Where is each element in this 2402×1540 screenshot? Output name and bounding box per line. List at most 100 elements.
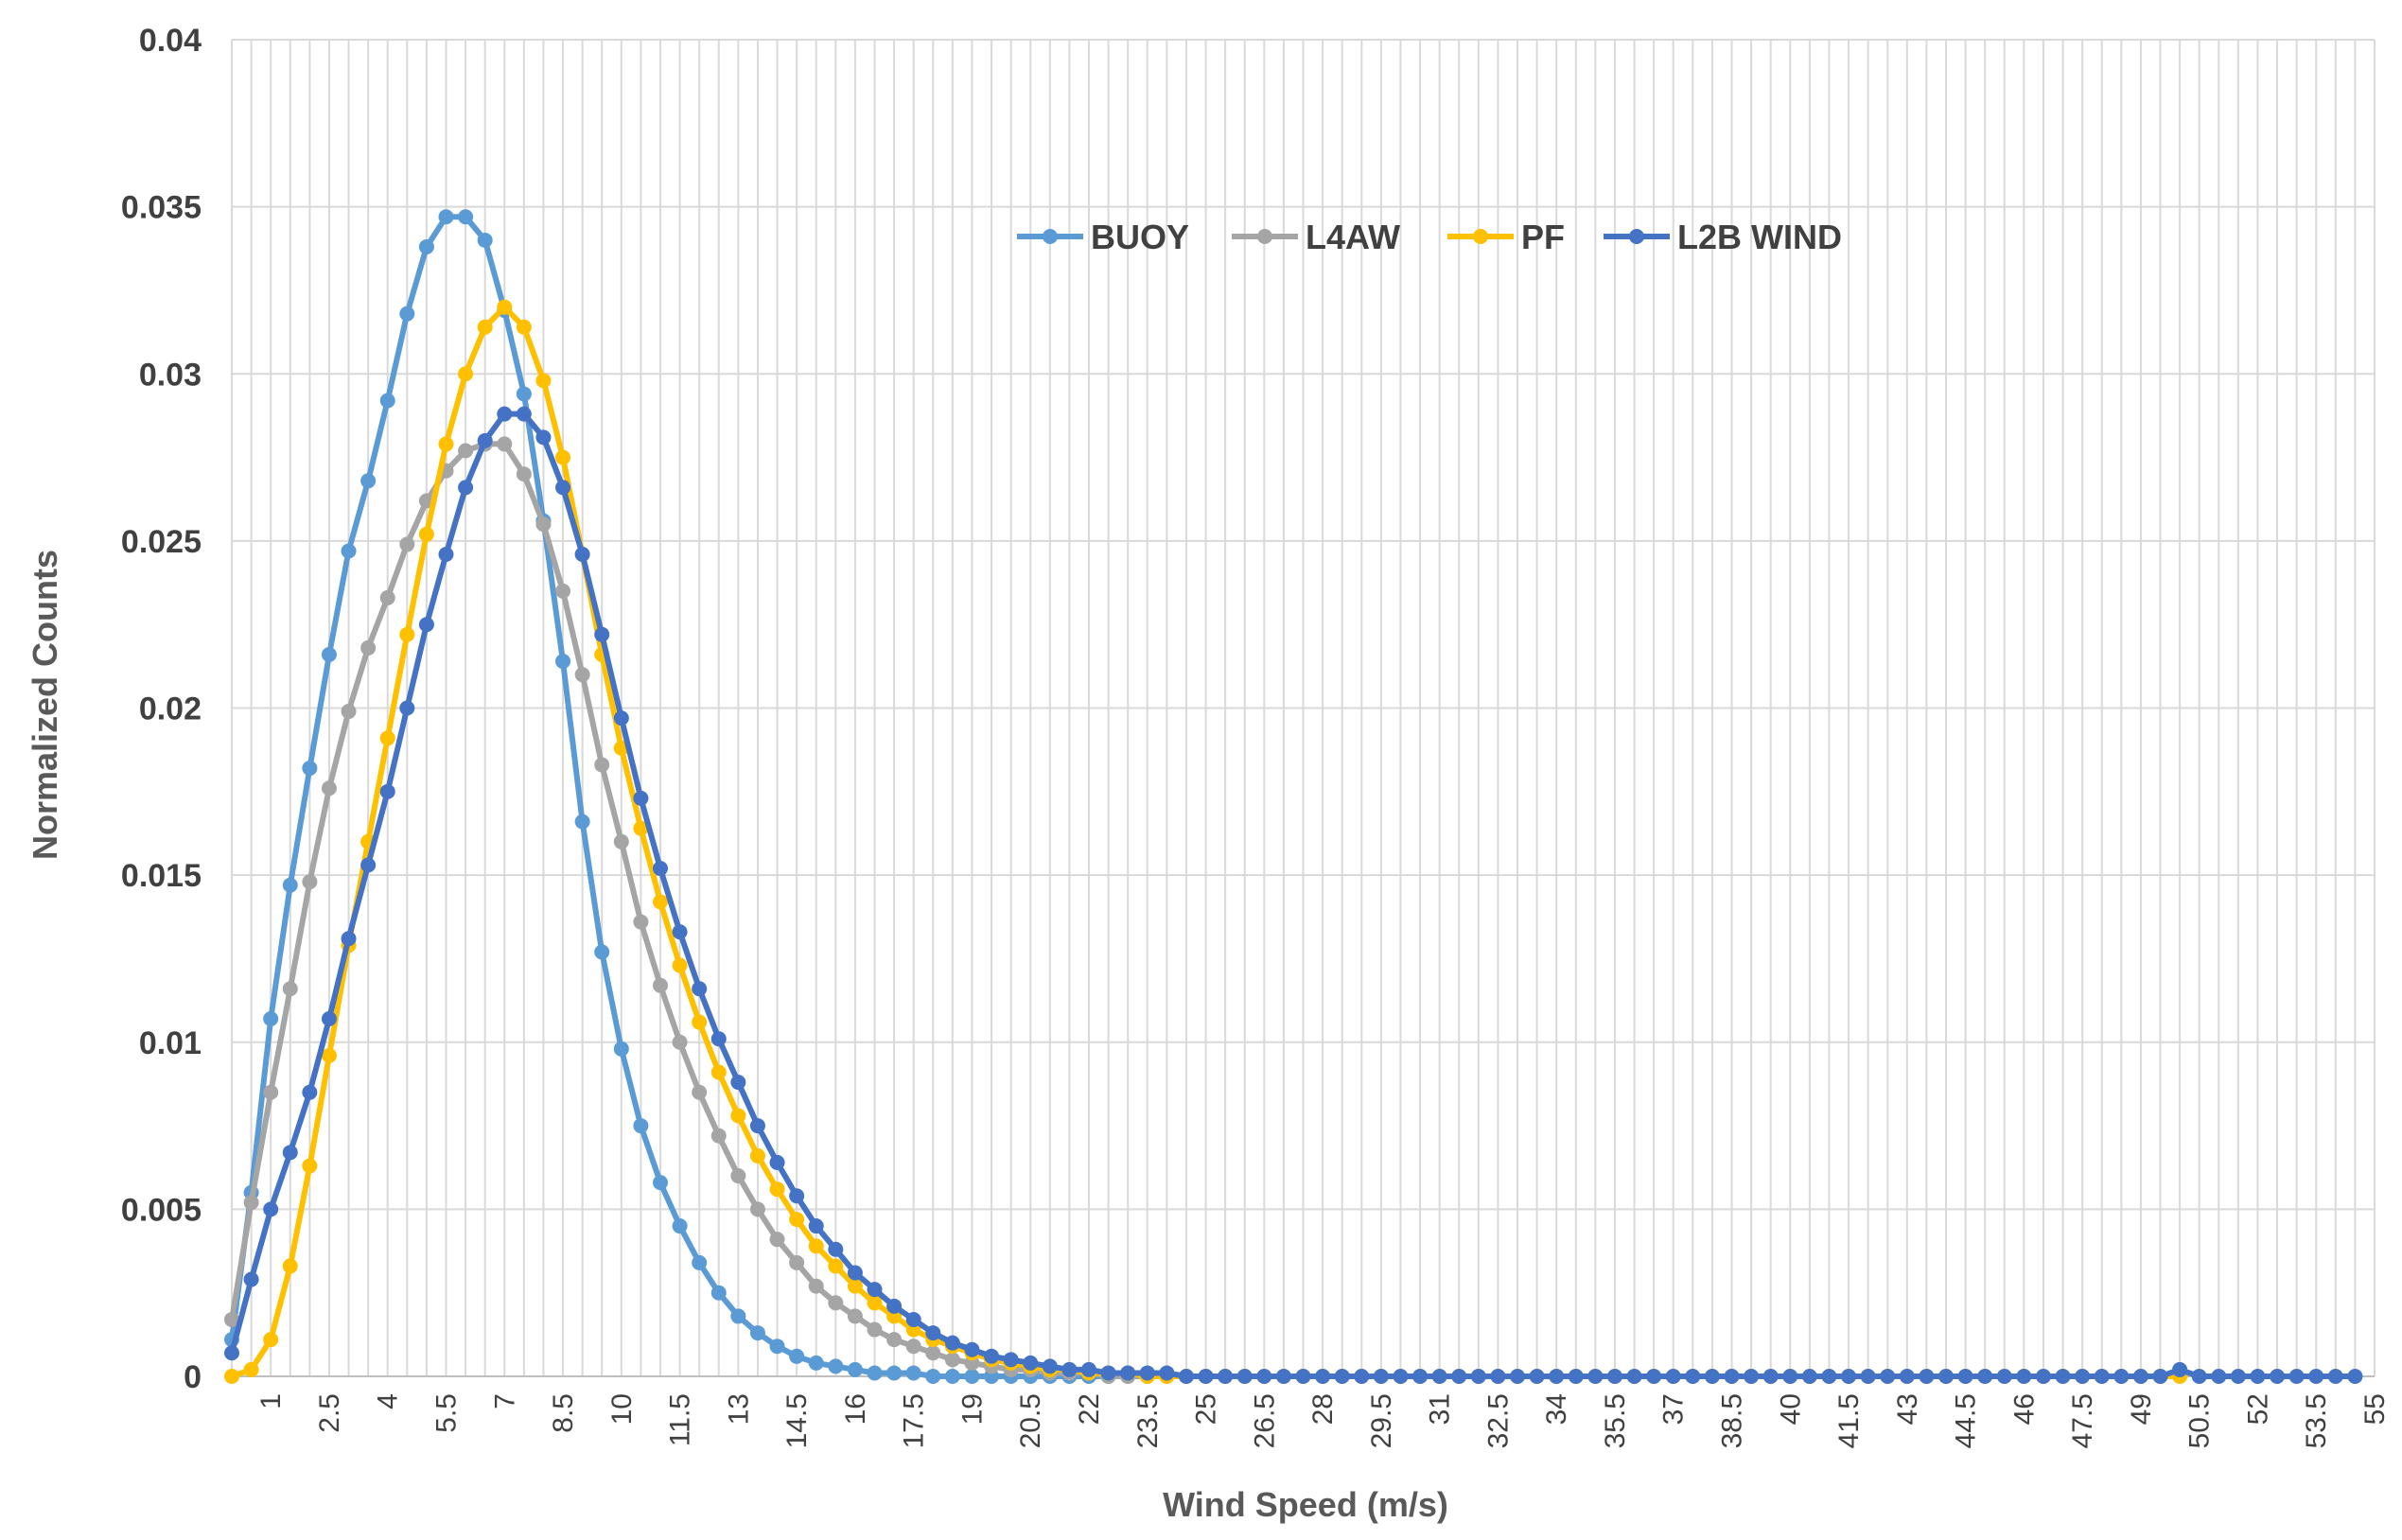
data-point bbox=[1159, 1365, 1175, 1381]
legend: BUOY L4AW PF L2B WIND bbox=[1017, 218, 1842, 256]
data-point bbox=[302, 1084, 318, 1100]
legend-swatch-marker bbox=[1629, 229, 1644, 244]
data-point bbox=[672, 924, 688, 940]
data-point bbox=[613, 710, 629, 726]
data-point bbox=[1685, 1369, 1701, 1384]
data-point bbox=[730, 1168, 746, 1184]
data-point bbox=[710, 1064, 727, 1080]
data-point bbox=[613, 1041, 629, 1057]
x-tick-label: 17.5 bbox=[899, 1393, 930, 1448]
data-point bbox=[1782, 1369, 1798, 1384]
y-axis-title: Normalized Counts bbox=[26, 550, 64, 860]
y-tick-label: 0 bbox=[184, 1359, 202, 1395]
data-point bbox=[1860, 1369, 1876, 1384]
data-point bbox=[828, 1295, 844, 1311]
data-point bbox=[1724, 1369, 1740, 1384]
data-point bbox=[730, 1108, 746, 1124]
data-point bbox=[710, 1031, 727, 1047]
data-point bbox=[243, 1271, 259, 1287]
data-point bbox=[2270, 1369, 2286, 1384]
data-point bbox=[321, 646, 337, 662]
data-point bbox=[321, 780, 337, 796]
data-point bbox=[594, 757, 610, 773]
y-tick-label: 0.005 bbox=[121, 1192, 202, 1228]
x-tick-label: 32.5 bbox=[1482, 1393, 1514, 1448]
data-point bbox=[458, 480, 474, 496]
data-point bbox=[379, 393, 395, 409]
data-point bbox=[749, 1325, 765, 1341]
data-point bbox=[1373, 1369, 1389, 1384]
data-point bbox=[282, 1258, 298, 1274]
x-tick-label: 40 bbox=[1775, 1393, 1806, 1425]
data-point bbox=[867, 1321, 883, 1338]
data-point bbox=[828, 1258, 844, 1274]
data-point bbox=[633, 820, 649, 836]
x-tick-label: 55 bbox=[2359, 1393, 2391, 1425]
data-point bbox=[399, 626, 415, 642]
data-point bbox=[535, 429, 552, 446]
data-point bbox=[672, 1034, 688, 1050]
data-point bbox=[341, 931, 357, 947]
data-point bbox=[2113, 1369, 2130, 1384]
data-point bbox=[1821, 1369, 1837, 1384]
x-tick-label: 34 bbox=[1541, 1393, 1572, 1425]
data-point bbox=[867, 1295, 883, 1311]
data-point bbox=[847, 1361, 863, 1377]
x-tick-label: 29.5 bbox=[1366, 1393, 1397, 1448]
data-point bbox=[535, 516, 552, 533]
data-point bbox=[263, 1011, 279, 1027]
data-point bbox=[2347, 1369, 2363, 1384]
legend-label: L4AW bbox=[1306, 218, 1400, 256]
data-point bbox=[1354, 1369, 1370, 1384]
data-point bbox=[808, 1238, 824, 1254]
data-point bbox=[243, 1195, 259, 1211]
x-tick-label: 50.5 bbox=[2184, 1393, 2216, 1448]
data-point bbox=[1510, 1369, 1525, 1384]
data-point bbox=[2152, 1369, 2168, 1384]
data-point bbox=[730, 1308, 746, 1324]
data-point bbox=[379, 730, 395, 746]
data-point bbox=[516, 386, 532, 402]
data-point bbox=[1606, 1369, 1622, 1384]
data-point bbox=[1334, 1369, 1350, 1384]
legend-item: PF bbox=[1447, 218, 1565, 256]
y-tick-label: 0.015 bbox=[121, 858, 202, 894]
data-point bbox=[944, 1335, 960, 1351]
data-point bbox=[653, 861, 668, 877]
data-point bbox=[1665, 1369, 1681, 1384]
x-tick-label: 46 bbox=[2008, 1393, 2040, 1425]
x-tick-label: 31 bbox=[1425, 1393, 1456, 1425]
y-tick-label: 0.025 bbox=[121, 524, 202, 560]
data-point bbox=[710, 1285, 727, 1301]
y-tick-label: 0.03 bbox=[139, 357, 202, 393]
data-point bbox=[477, 232, 493, 248]
data-point bbox=[1139, 1365, 1155, 1381]
y-tick-label: 0.04 bbox=[139, 23, 202, 59]
data-point bbox=[653, 977, 668, 993]
data-point bbox=[789, 1211, 805, 1227]
data-point bbox=[1256, 1369, 1272, 1384]
data-point bbox=[399, 536, 415, 552]
data-point bbox=[574, 814, 590, 830]
data-point bbox=[458, 209, 474, 225]
x-tick-label: 8.5 bbox=[548, 1393, 579, 1433]
data-point bbox=[516, 319, 532, 335]
legend-swatch-marker bbox=[1257, 229, 1272, 244]
data-point bbox=[789, 1254, 805, 1270]
data-point bbox=[1431, 1369, 1447, 1384]
data-point bbox=[847, 1265, 863, 1281]
data-point bbox=[1218, 1369, 1234, 1384]
data-point bbox=[1529, 1369, 1545, 1384]
x-tick-label: 49 bbox=[2126, 1393, 2157, 1425]
data-point bbox=[1178, 1369, 1194, 1384]
y-tick-label: 0.01 bbox=[139, 1025, 202, 1061]
data-point bbox=[964, 1369, 980, 1384]
data-point bbox=[418, 526, 434, 542]
data-point bbox=[1587, 1369, 1604, 1384]
x-tick-label: 26.5 bbox=[1249, 1393, 1280, 1448]
x-tick-label: 7 bbox=[489, 1393, 520, 1409]
data-point bbox=[1236, 1369, 1253, 1384]
data-point bbox=[1801, 1369, 1817, 1384]
data-point bbox=[224, 1345, 239, 1361]
